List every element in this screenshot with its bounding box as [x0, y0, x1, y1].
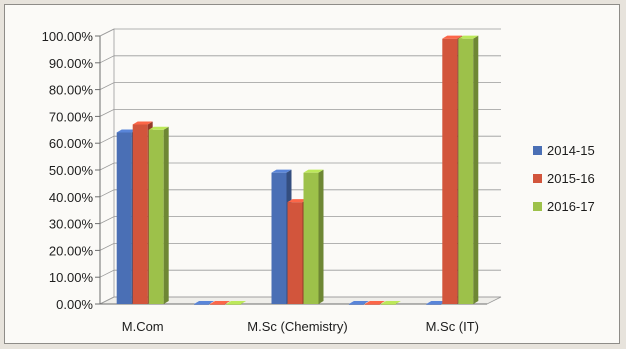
bar-top	[380, 301, 401, 304]
legend-label: 2014-15	[547, 143, 595, 158]
legend-swatch	[533, 146, 542, 155]
bar	[148, 126, 169, 304]
bar-top	[132, 121, 153, 125]
gridline	[99, 82, 501, 90]
gridline	[99, 28, 501, 37]
y-tick-label: 90.00%	[49, 56, 94, 71]
y-tick-label: 100.00%	[42, 29, 94, 44]
bar-top	[271, 169, 292, 173]
bar-front	[226, 304, 242, 305]
bar-side	[163, 126, 169, 304]
bar-top	[148, 126, 169, 130]
bar-top	[303, 169, 324, 173]
legend-label: 2015-16	[547, 171, 595, 186]
bar	[380, 301, 401, 305]
bar	[364, 301, 385, 305]
bar-front	[426, 304, 442, 305]
bar-top	[364, 301, 385, 304]
bar-front	[194, 304, 210, 305]
gridline	[99, 242, 501, 251]
legend-label: 2016-17	[547, 199, 595, 214]
gridline	[99, 216, 501, 224]
bar-side	[318, 169, 324, 304]
bar-top	[210, 301, 231, 304]
gridline	[99, 189, 501, 198]
y-tick-label: 70.00%	[49, 109, 94, 124]
bar	[194, 301, 215, 305]
gridline	[99, 296, 501, 305]
y-tick-label: 0.00%	[56, 297, 93, 312]
y-tick-label: 10.00%	[49, 270, 94, 285]
bar	[210, 301, 231, 305]
bar-front	[132, 124, 148, 304]
bar	[348, 301, 369, 305]
gridline	[99, 135, 501, 144]
bar-top	[442, 35, 463, 39]
bar-front	[458, 38, 474, 305]
bar-top	[348, 301, 369, 304]
bar-top	[116, 129, 137, 133]
bar-front	[271, 172, 287, 304]
legend-swatch	[533, 174, 542, 183]
bar-top	[226, 301, 247, 304]
bar-front	[116, 132, 132, 304]
bar-top	[426, 301, 447, 304]
bar	[458, 35, 479, 305]
bar-front	[364, 304, 380, 305]
y-tick-label: 20.00%	[49, 243, 94, 258]
bar	[226, 301, 247, 305]
bar	[426, 301, 447, 305]
y-tick-label: 60.00%	[49, 136, 94, 151]
gridline	[99, 269, 501, 278]
gridline	[99, 55, 501, 64]
y-tick-label: 30.00%	[49, 217, 94, 232]
x-tick-label: M.Sc (IT)	[426, 319, 479, 334]
bar-top	[194, 301, 215, 304]
bar-side	[473, 35, 479, 305]
y-tick-label: 50.00%	[49, 163, 94, 178]
bar-top	[287, 199, 308, 203]
bar-front	[380, 304, 396, 305]
y-tick-label: 80.00%	[49, 83, 94, 98]
gridline	[99, 109, 501, 117]
bar-front	[303, 172, 319, 304]
bar-top	[458, 35, 479, 39]
x-tick-label: M.Com	[122, 319, 164, 334]
y-tick-label: 40.00%	[49, 190, 94, 205]
bar-front	[287, 202, 303, 304]
gridline	[99, 162, 501, 171]
legend-swatch	[533, 202, 542, 211]
bar-front	[148, 129, 164, 304]
x-tick-label: M.Sc (Chemistry)	[247, 319, 347, 334]
bar-front	[442, 38, 458, 305]
bar-front	[210, 304, 226, 305]
bar	[303, 169, 324, 304]
bar-front	[348, 304, 364, 305]
